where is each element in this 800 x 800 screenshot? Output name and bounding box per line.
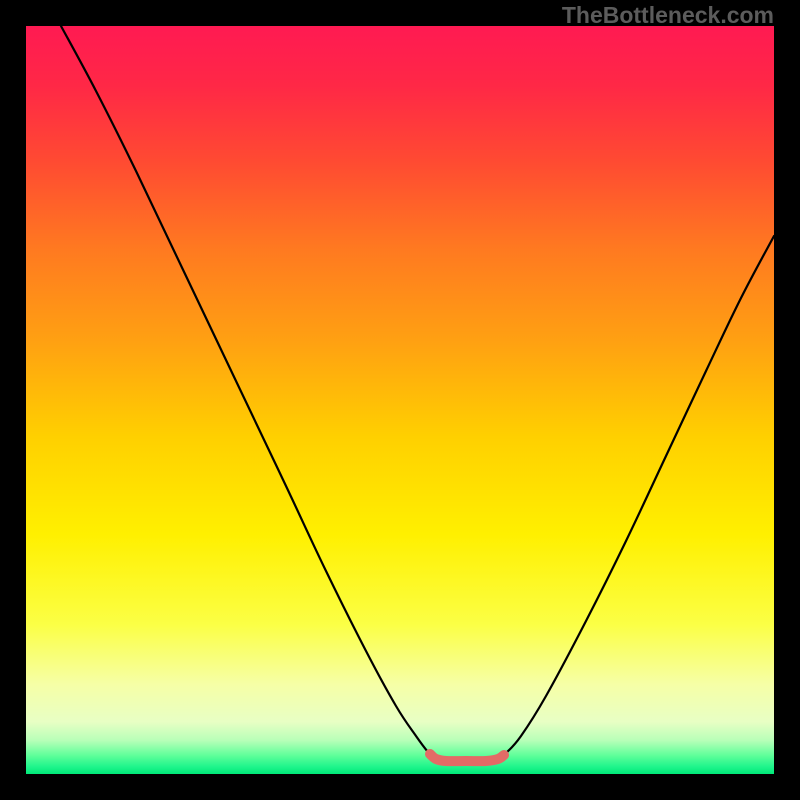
bottleneck-curve xyxy=(61,26,774,761)
curve-layer xyxy=(26,26,774,774)
optimal-range-highlight xyxy=(430,754,504,761)
chart-container: TheBottleneck.com xyxy=(0,0,800,800)
watermark-text: TheBottleneck.com xyxy=(562,2,774,29)
plot-area xyxy=(26,26,774,774)
